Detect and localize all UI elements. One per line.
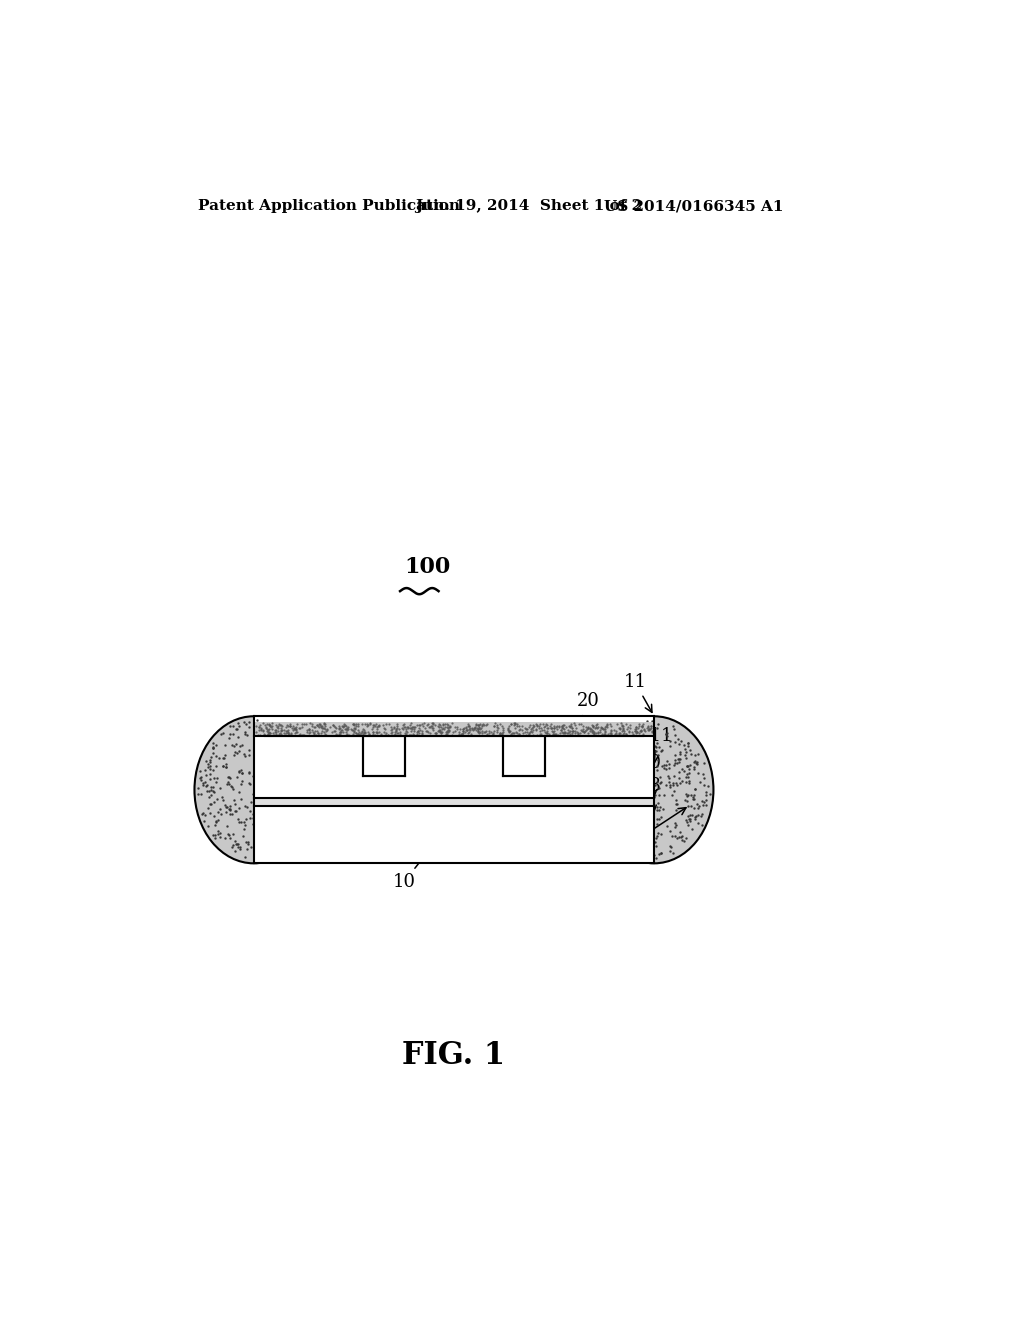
Bar xyxy=(254,722,654,737)
Bar xyxy=(254,737,654,797)
Text: FIG. 1: FIG. 1 xyxy=(402,1040,506,1071)
Text: 10: 10 xyxy=(392,851,428,891)
Text: 20: 20 xyxy=(578,692,600,725)
Bar xyxy=(362,737,406,776)
Text: 30: 30 xyxy=(639,754,662,797)
Bar xyxy=(503,737,545,776)
Bar xyxy=(254,805,654,863)
Text: 11: 11 xyxy=(624,673,652,713)
Text: 13: 13 xyxy=(639,777,662,813)
Ellipse shape xyxy=(195,717,313,863)
Ellipse shape xyxy=(595,717,714,863)
Text: 111: 111 xyxy=(639,727,673,763)
Text: US 2014/0166345 A1: US 2014/0166345 A1 xyxy=(604,199,783,213)
Text: Patent Application Publication: Patent Application Publication xyxy=(199,199,461,213)
Text: Jun. 19, 2014  Sheet 1 of 2: Jun. 19, 2014 Sheet 1 of 2 xyxy=(416,199,643,213)
Bar xyxy=(254,717,654,863)
Text: 100: 100 xyxy=(403,556,451,578)
Bar xyxy=(254,797,654,805)
Text: 12: 12 xyxy=(608,808,686,861)
